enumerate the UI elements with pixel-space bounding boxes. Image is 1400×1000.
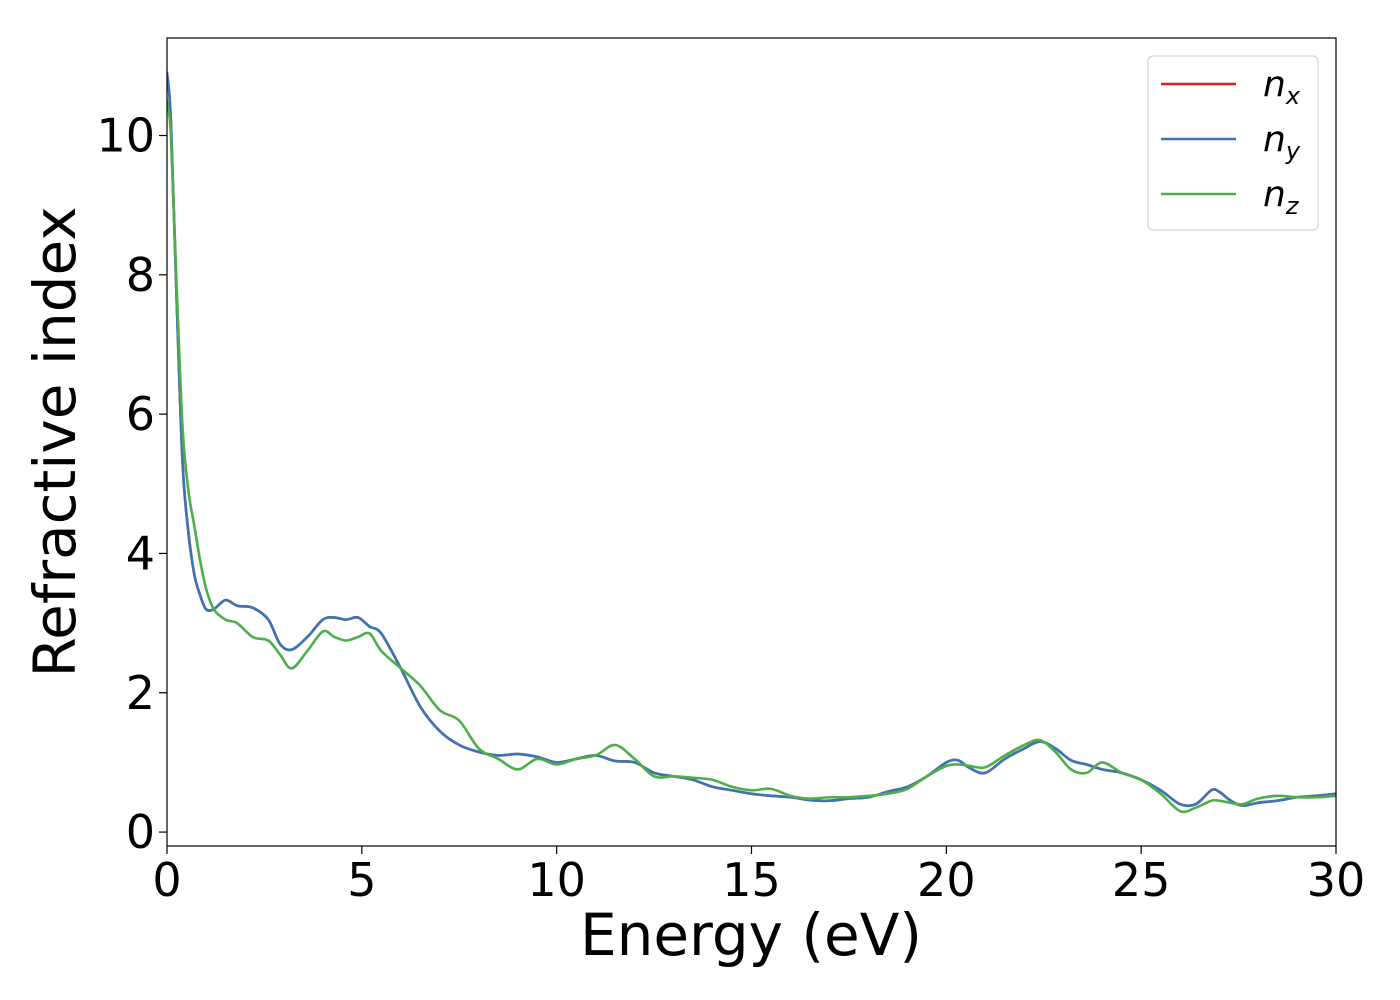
x-tick-label: 15 xyxy=(722,853,781,907)
y-tick-label: 4 xyxy=(126,526,155,580)
legend: nx ny nz xyxy=(1147,55,1319,231)
y-tick-label: 0 xyxy=(126,805,155,859)
x-tick-label: 5 xyxy=(347,853,376,907)
series-layer xyxy=(167,71,1336,814)
legend-label-y: ny xyxy=(1263,119,1301,165)
y-tick-label: 6 xyxy=(126,387,155,441)
x-tick-label: 25 xyxy=(1112,853,1171,907)
y-axis-label: Refractive index xyxy=(21,206,89,677)
legend-label-z: nz xyxy=(1263,174,1300,220)
y-axis-ticks: 0 2 4 6 8 10 xyxy=(96,109,167,859)
y-tick-label: 8 xyxy=(126,248,155,302)
y-tick-label: 2 xyxy=(126,666,155,720)
x-tick-label: 10 xyxy=(527,853,586,907)
legend-label-x: nx xyxy=(1263,64,1301,110)
x-tick-label: 20 xyxy=(917,853,976,907)
y-tick-label: 10 xyxy=(96,109,155,163)
x-axis-label: Energy (eV) xyxy=(580,901,922,969)
x-tick-label: 30 xyxy=(1307,853,1366,907)
legend-box xyxy=(1147,55,1319,231)
series-line-z xyxy=(167,99,1336,814)
x-axis-ticks: 0 5 10 15 20 25 30 xyxy=(152,846,1365,907)
x-tick-label: 0 xyxy=(152,853,181,907)
